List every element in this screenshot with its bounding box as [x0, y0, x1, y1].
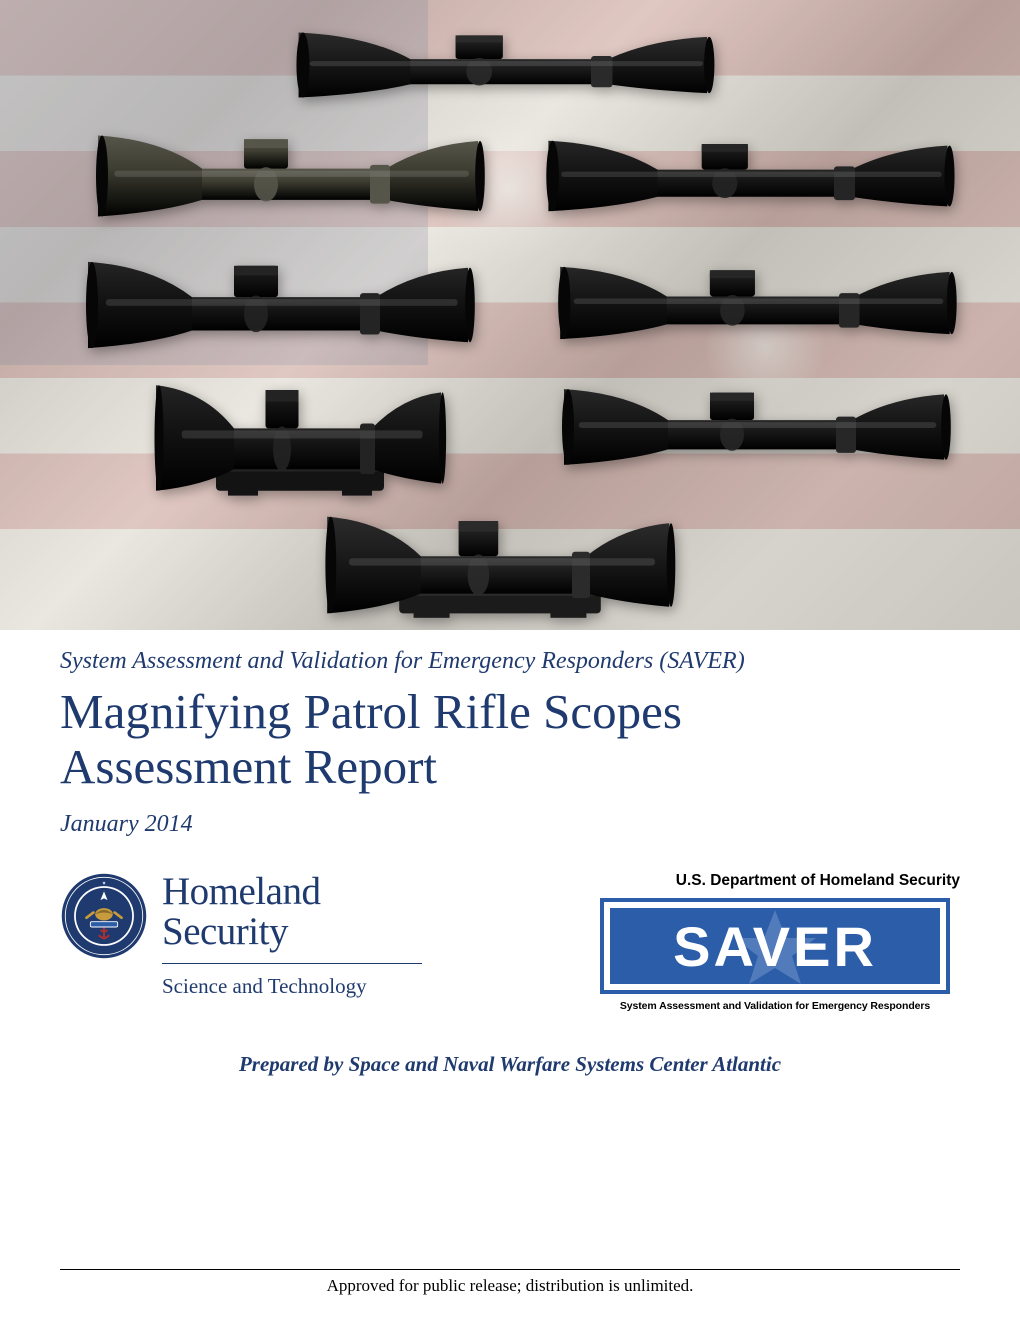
prepared-by: Prepared by Space and Naval Warfare Syst…	[60, 1052, 960, 1077]
title-line-2: Assessment Report	[60, 739, 437, 794]
report-date: January 2014	[60, 811, 960, 838]
scope-row4-right	[556, 384, 956, 470]
logo-row: ★ Homeland Security Science and Technolo…	[60, 872, 960, 1012]
scope-top	[290, 28, 720, 102]
saver-logo-block: U.S. Department of Homeland Security SAV…	[590, 872, 960, 1012]
dhs-text-block: Homeland Security Science and Technology	[162, 872, 422, 1000]
scope-row2-left	[90, 130, 490, 222]
footer-rule	[60, 1269, 960, 1270]
saver-logo-icon: SAVER	[600, 898, 950, 994]
footer-text: Approved for public release; distributio…	[0, 1276, 1020, 1296]
dhs-logo-block: ★ Homeland Security Science and Technolo…	[60, 872, 422, 1000]
program-subtitle: System Assessment and Validation for Eme…	[60, 648, 960, 675]
dhs-divider	[162, 963, 422, 964]
saver-wordmark: SAVER	[673, 915, 877, 978]
footer: Approved for public release; distributio…	[0, 1269, 1020, 1296]
dhs-name-line1: Homeland	[162, 872, 422, 912]
hero-image	[0, 0, 1020, 630]
dhs-subtitle: Science and Technology	[162, 974, 422, 999]
svg-text:★: ★	[102, 880, 106, 885]
scope-row2-right	[540, 136, 960, 216]
scopes-collage	[0, 0, 1020, 630]
saver-caption: System Assessment and Validation for Eme…	[620, 1000, 930, 1012]
scope-row3-right	[552, 262, 962, 344]
saver-header-text: U.S. Department of Homeland Security	[676, 872, 960, 890]
dhs-seal-icon: ★	[60, 872, 148, 960]
content-area: System Assessment and Validation for Eme…	[0, 630, 1020, 1077]
report-title: Magnifying Patrol Rifle Scopes Assessmen…	[60, 685, 960, 795]
scope-bottom	[320, 510, 680, 620]
scope-row4-left	[150, 378, 450, 498]
dhs-name-line2: Security	[162, 912, 422, 952]
scope-row3-left	[80, 256, 480, 354]
title-line-1: Magnifying Patrol Rifle Scopes	[60, 684, 682, 739]
